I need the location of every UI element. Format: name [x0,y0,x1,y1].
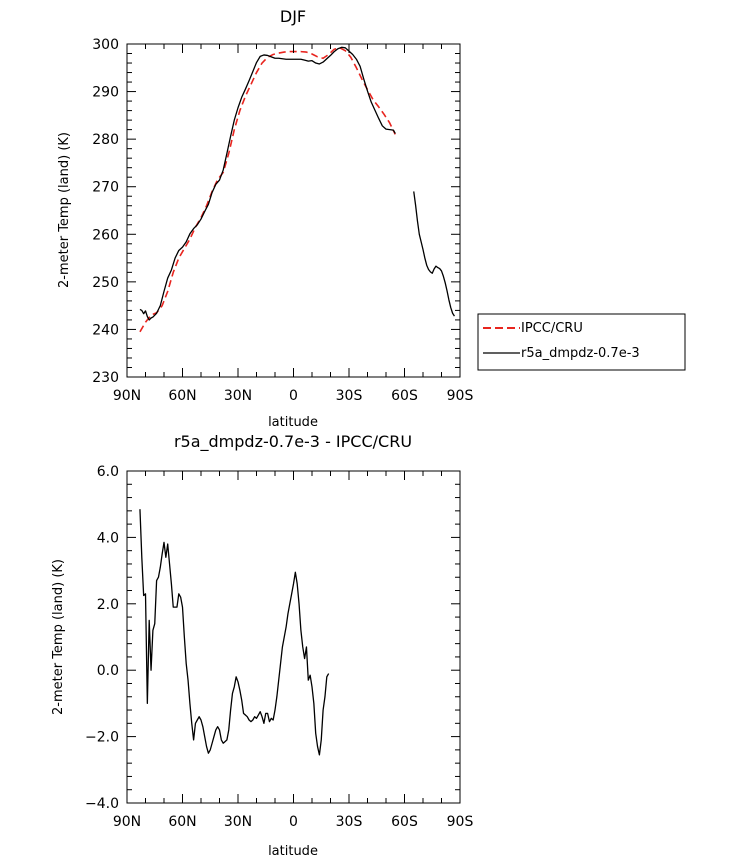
top-y-tick-label: 300 [92,37,119,53]
top-y-tick-label: 280 [92,132,119,148]
top-chart: DJF 90N 60N 30N 0 30S 60S 90S 230 240 250 260 270 28… [57,7,473,430]
top-series-line-ipcc-cru [139,47,396,333]
top-x-tick-label: 30N [224,388,252,404]
top-y-tick-label: 270 [92,180,119,196]
legend: IPCC/CRU r5a_dmpdz-0.7e-3 [477,313,686,371]
top-x-tick-label: 90N [113,388,141,404]
bottom-y-tick-label: 4.0 [97,530,119,546]
bottom-y-tick-label: 2.0 [97,597,119,613]
bottom-chart-title: r5a_dmpdz-0.7e-3 - IPCC/CRU [174,432,412,452]
bottom-x-tick-label: 90N [113,814,141,830]
top-y-tick-label: 240 [92,322,119,338]
bottom-x-tick-label: 30S [336,814,363,830]
legend-box [477,313,686,371]
top-series-layer [139,46,455,333]
top-x-tick-label: 30S [336,388,363,404]
top-y-tick-label: 260 [92,227,119,243]
top-chart-title: DJF [280,7,306,26]
top-y-tick-label: 250 [92,275,119,291]
bottom-axes: 90N 60N 30N 0 30S 60S 90S −4.0 −2.0 0.0 2.0 4.0 6.0 [85,464,473,830]
bottom-y-axis-label: 2-meter Temp (land) (K) [51,559,66,715]
bottom-y-tick-label: 0.0 [97,663,119,679]
top-x-tick-label: 90S [447,388,474,404]
bottom-x-tick-label: 0 [289,814,298,830]
top-x-tick-label: 60S [391,388,418,404]
top-x-axis-label: latitude [268,415,318,430]
bottom-x-axis-label: latitude [268,844,318,859]
bottom-y-tick-label: −2.0 [85,730,119,746]
bottom-x-tick-label: 60S [391,814,418,830]
top-x-tick-label: 60N [168,388,196,404]
bottom-series-line-difference [139,509,330,756]
bottom-x-tick-label: 90S [447,814,474,830]
bottom-plot-frame [126,470,461,804]
bottom-y-tick-label: 6.0 [97,464,119,480]
bottom-x-tick-label: 60N [168,814,196,830]
bottom-x-tick-label: 30N [224,814,252,830]
top-series-line-r5a-dmpdz-0-7e-3 [413,191,455,317]
bottom-chart: r5a_dmpdz-0.7e-3 - IPCC/CRU 90N 60N 30N 0 30… [51,432,473,859]
top-y-axis-label: 2-meter Temp (land) (K) [57,132,72,288]
bottom-series-layer [139,509,330,756]
bottom-y-tick-label: −4.0 [85,796,119,812]
top-y-tick-label: 290 [92,85,119,101]
top-y-tick-label: 230 [92,370,119,386]
legend-label-ipcc-cru: IPCC/CRU [521,321,583,336]
top-x-tick-label: 0 [289,388,298,404]
top-series-line-r5a-dmpdz-0-7e-3 [139,46,396,321]
top-axes: 90N 60N 30N 0 30S 60S 90S 230 240 250 260 270 280 290… [92,37,473,404]
top-plot-frame [126,43,461,378]
legend-label-r5a: r5a_dmpdz-0.7e-3 [521,346,640,361]
